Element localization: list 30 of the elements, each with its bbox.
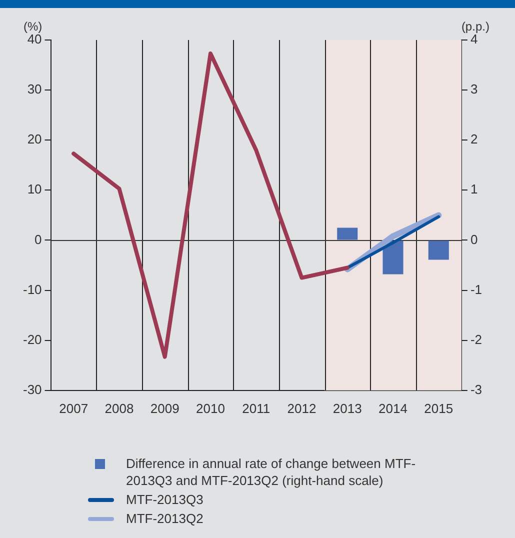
x-tick-label: 2007 [59,400,88,416]
y-tick-label: -30 [22,382,42,397]
y-tick-label: 30 [27,82,42,97]
y2-tick-label: 1 [470,182,478,197]
y-tick-label: 20 [27,132,42,147]
x-tick-label: 2015 [424,400,454,416]
x-tick-label: 2008 [104,400,134,416]
y-axis-title: (%) [23,19,42,34]
y2-tick-label: 2 [470,132,478,147]
x-tick-label: 2012 [287,400,316,416]
legend-label: MTF-2013Q3 [126,491,204,508]
y2-axis-title: (p.p.) [461,19,490,34]
y-tick-label: 10 [27,182,42,197]
x-tick-label: 2011 [242,400,270,416]
x-tick-label: 2010 [196,400,225,416]
legend-label: MTF-2013Q2 [126,510,204,527]
y2-tick-label: -1 [470,282,482,297]
y2-tick-label: -2 [470,332,482,347]
x-tick-label: 2009 [150,400,180,416]
y-tick-label: 40 [27,32,42,47]
y2-tick-label: 4 [470,32,478,47]
x-tick-label: 2014 [378,400,408,416]
y-tick-label: -20 [22,332,42,347]
y2-tick-label: -3 [470,382,482,397]
legend-label: Difference in annual rate of change between MTF-2013Q3 and MTF-2013Q2 (right-hand scale) [126,455,417,489]
x-tick-label: 2013 [332,400,362,416]
y-tick-label: -10 [22,282,42,297]
y2-tick-label: 0 [470,232,478,247]
y2-tick-label: 3 [470,82,478,97]
y-tick-label: 0 [34,232,42,247]
